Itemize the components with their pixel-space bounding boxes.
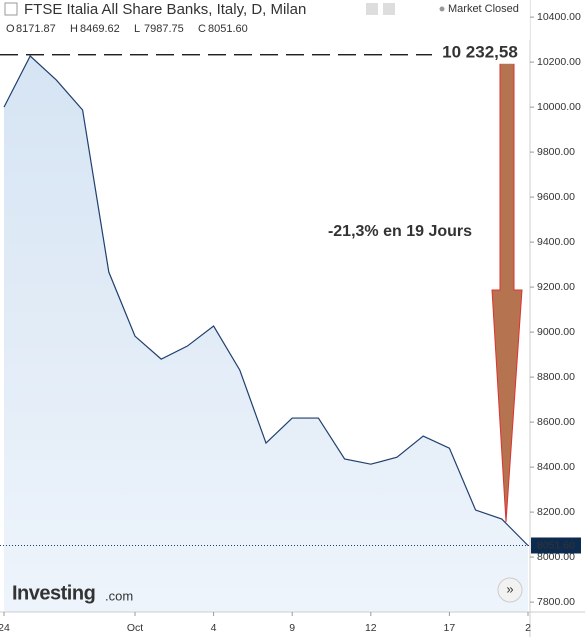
y-tick-label: 8200.00 bbox=[537, 506, 575, 518]
y-tick-label: 9600.00 bbox=[537, 191, 575, 203]
ohlc-label: C bbox=[198, 23, 206, 35]
settings-icon[interactable] bbox=[366, 3, 378, 15]
logo-suffix: .com bbox=[105, 588, 133, 603]
ohlc: O 8171.87 H 8469.62 L 7987.75 C 8051.60 bbox=[6, 23, 248, 35]
y-tick-label: 8000.00 bbox=[537, 551, 575, 563]
scroll-icon[interactable]: » bbox=[506, 581, 513, 596]
line bbox=[3, 55, 529, 546]
last-price-box bbox=[531, 537, 581, 554]
x-tick-label: 9 bbox=[289, 622, 295, 634]
y-tick-label: 9200.00 bbox=[537, 281, 575, 293]
ohlc-value: 8469.62 bbox=[80, 23, 120, 35]
x-tick-label: 4 bbox=[211, 622, 217, 634]
y-tick-label: 10000.00 bbox=[537, 101, 581, 113]
y-tick-label: 9400.00 bbox=[537, 236, 575, 248]
y-tick-label: 9800.00 bbox=[537, 146, 575, 158]
ohlc-label: H bbox=[70, 23, 78, 35]
plot-area bbox=[3, 55, 529, 612]
x-tick-label: Oct bbox=[127, 622, 143, 634]
area bbox=[4, 56, 528, 612]
peak-box bbox=[432, 41, 528, 64]
y-tick-label: 7800.00 bbox=[537, 596, 575, 608]
checkbox[interactable] bbox=[4, 2, 18, 16]
y-tick-label: 8800.00 bbox=[537, 371, 575, 383]
status-dot bbox=[439, 6, 445, 12]
x-tick-label: 12 bbox=[365, 622, 377, 634]
annotation: -21,3% en 19 Jours bbox=[328, 223, 472, 240]
y-tick-label: 9000.00 bbox=[537, 326, 575, 338]
close-icon[interactable] bbox=[383, 3, 395, 15]
ohlc-value: 8051.60 bbox=[208, 23, 248, 35]
logo: Investing bbox=[12, 582, 95, 604]
ohlc-label: L bbox=[134, 23, 140, 35]
chart-title: FTSE Italia All Share Banks, Italy, D, M… bbox=[24, 1, 306, 18]
x-tick-label: 24 bbox=[0, 622, 10, 634]
ohlc-value: 7987.75 bbox=[144, 23, 184, 35]
ohlc-value: 8171.87 bbox=[16, 23, 56, 35]
ohlc-label: O bbox=[6, 23, 15, 35]
last-price-label: 8051.60 bbox=[537, 539, 575, 551]
market-status: Market Closed bbox=[448, 3, 519, 15]
drop-arrow bbox=[491, 61, 523, 523]
scroll-button[interactable] bbox=[497, 577, 523, 603]
peak-label: 10 232,58 bbox=[442, 42, 518, 61]
x-tick-label: 2 bbox=[525, 622, 531, 634]
y-tick-label: 8400.00 bbox=[537, 461, 575, 473]
y-tick-label: 10400.00 bbox=[537, 11, 581, 23]
x-tick-label: 17 bbox=[444, 622, 456, 634]
y-tick-label: 10200.00 bbox=[537, 56, 581, 68]
y-tick-label: 8600.00 bbox=[537, 416, 575, 428]
